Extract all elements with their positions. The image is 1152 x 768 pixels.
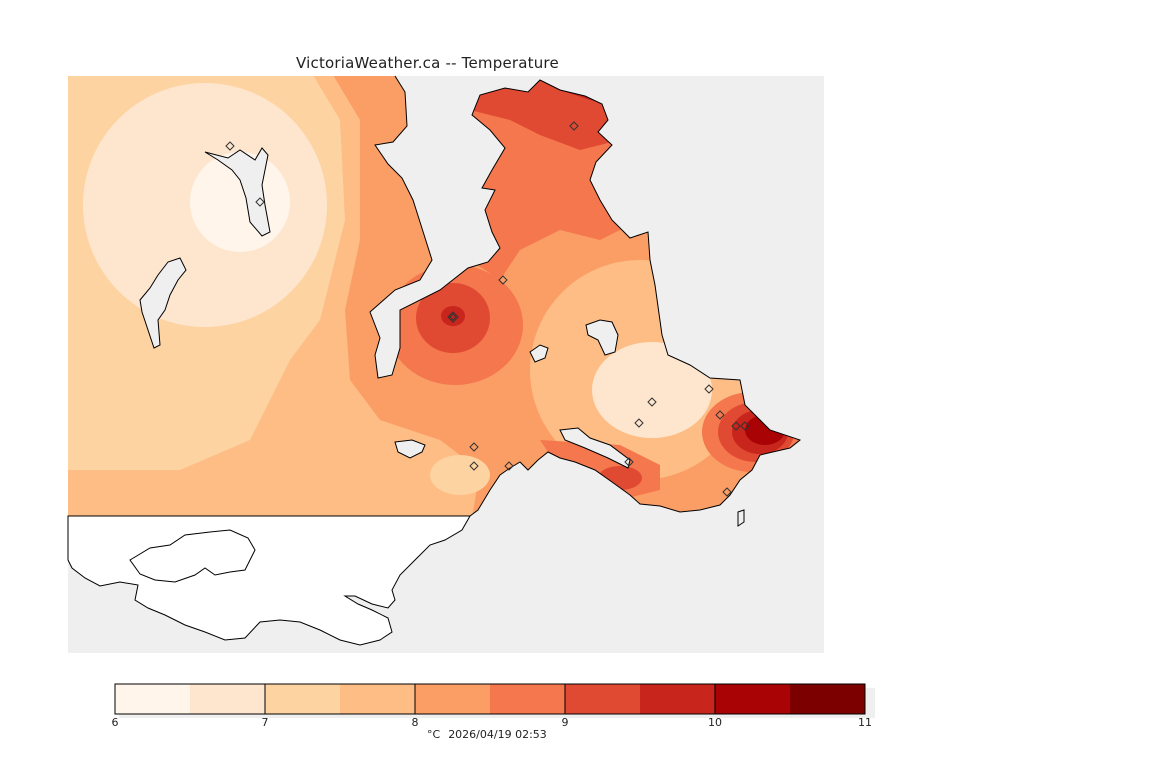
station-marker [469, 442, 479, 452]
colorbar-tick-label: 11 [858, 716, 872, 729]
station-marker [225, 141, 235, 151]
harbour-inlet [559, 427, 631, 469]
station-marker [569, 121, 579, 131]
colorbar-bin [715, 684, 790, 714]
colorbar-tick-label: 7 [262, 716, 269, 729]
islet [737, 509, 745, 527]
station-markers [225, 121, 750, 497]
colorbar-bin [340, 684, 415, 714]
colorbar-bin [190, 684, 265, 714]
station-marker [469, 461, 479, 471]
station-marker [704, 384, 714, 394]
timestamp: 2026/04/19 02:53 [448, 728, 547, 741]
station-marker [634, 418, 644, 428]
colorbar-tick-label: 10 [708, 716, 722, 729]
station-marker [715, 410, 725, 420]
station-marker [255, 197, 265, 207]
lake-west [139, 257, 187, 349]
colorbar-tick-label: 8 [412, 716, 419, 729]
colorbar-ticks: 6 7 8 9 10 11 [112, 684, 872, 729]
station-marker [447, 311, 459, 323]
colorbar-bin [640, 684, 715, 714]
unit-label: °C [427, 728, 441, 741]
station-marker [740, 421, 750, 431]
colorbar-bin [115, 684, 190, 714]
colorbar-bin [565, 684, 640, 714]
station-marker [731, 421, 741, 431]
station-marker [449, 313, 457, 321]
colorbar-bin [490, 684, 565, 714]
coastline [369, 75, 802, 517]
island-south [394, 439, 426, 459]
colorbar-bin [265, 684, 340, 714]
colorbar-tick-label: 9 [562, 716, 569, 729]
colorbar-bin [790, 684, 865, 714]
lake-north [204, 147, 271, 237]
station-marker [722, 487, 732, 497]
station-marker [504, 461, 514, 471]
southern-inlet-land [129, 529, 256, 583]
station-marker [624, 457, 634, 467]
station-marker [498, 275, 508, 285]
island-small [529, 344, 549, 363]
colorbar-bins [115, 684, 865, 714]
legend-footer: °C 2026/04/19 02:53 [427, 728, 555, 741]
map-title: VictoriaWeather.ca -- Temperature [296, 54, 559, 72]
colorbar-bin [415, 684, 490, 714]
colorbar-tick-label: 6 [112, 716, 119, 729]
station-marker [647, 397, 657, 407]
island-east [585, 319, 619, 356]
